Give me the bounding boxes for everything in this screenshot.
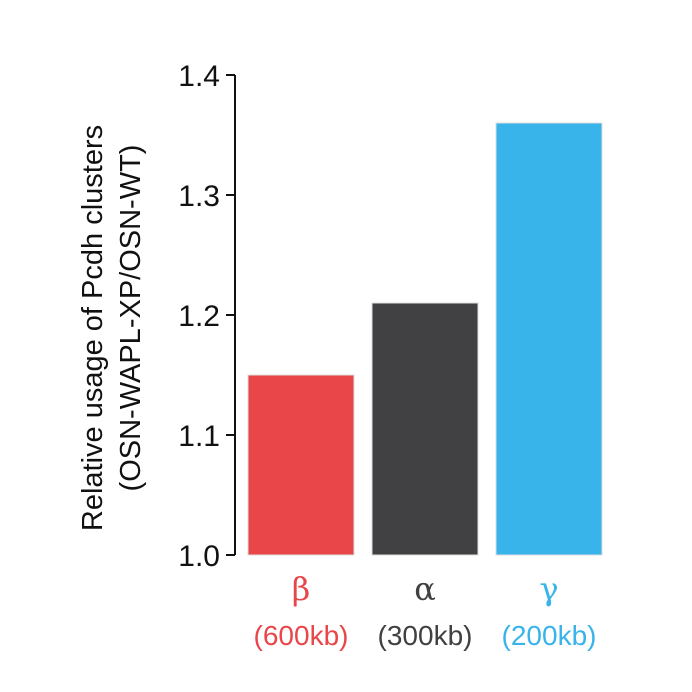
x-category-sublabel: (300kb) [378, 620, 473, 651]
y-axis-title: Relative usage of Pcdh clusters (OSN-WAP… [77, 125, 147, 531]
y-tick-label: 1.1 [178, 420, 220, 453]
y-tick-label: 1.4 [178, 60, 220, 93]
x-axis-labels: β (600kb) α (300kb) γ (200kb) [254, 570, 597, 651]
x-category-label: γ [539, 570, 558, 608]
y-tick-label: 1.0 [178, 540, 220, 573]
y-tick-label: 1.3 [178, 180, 220, 213]
x-category-sublabel: (600kb) [254, 620, 349, 651]
bar [247, 374, 355, 556]
y-axis-title-line-2: (OSN-WAPL-XP/OSN-WT) [115, 145, 147, 492]
x-category-sublabel: (200kb) [502, 620, 597, 651]
y-axis: 1.0 1.1 1.2 1.3 1.4 [178, 60, 236, 573]
bar [495, 122, 603, 556]
y-tick-label: 1.2 [178, 300, 220, 333]
x-category-label: α [414, 570, 436, 608]
bar [371, 302, 479, 556]
y-axis-title-line-1: Relative usage of Pcdh clusters [77, 125, 109, 531]
bars [247, 122, 603, 556]
x-category-label: β [292, 570, 311, 608]
